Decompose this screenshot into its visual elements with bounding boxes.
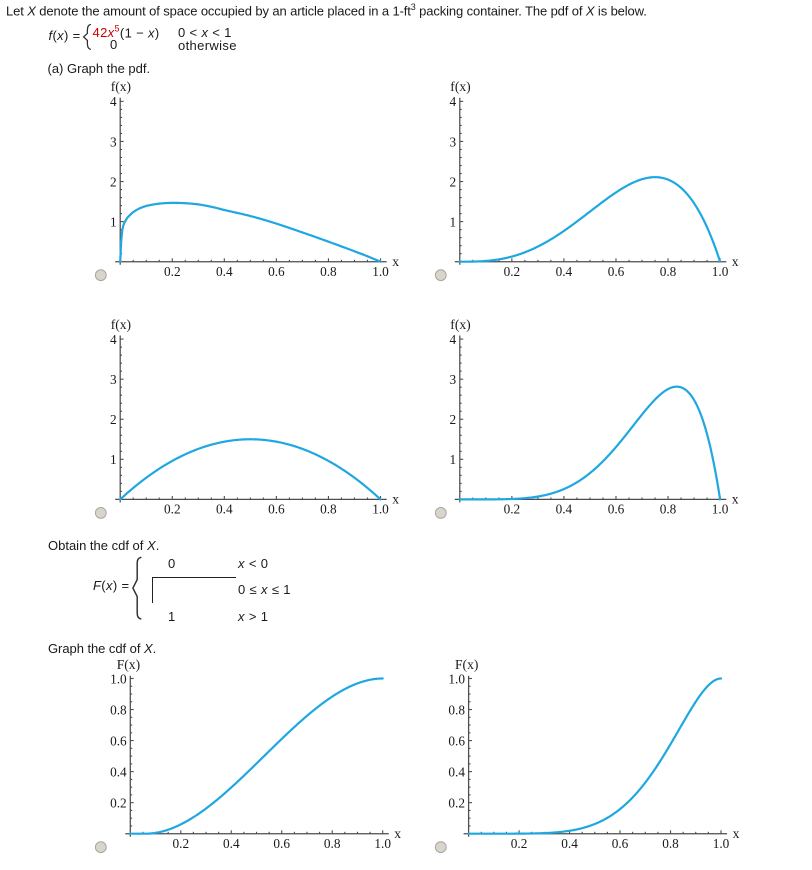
svg-text:2: 2 [450, 174, 457, 189]
svg-text:x: x [732, 492, 739, 507]
svg-text:0.8: 0.8 [448, 702, 465, 717]
svg-text:0.2: 0.2 [164, 502, 181, 517]
svg-text:F(x): F(x) [455, 657, 478, 673]
svg-text:x: x [732, 254, 739, 269]
svg-text:f(x): f(x) [111, 79, 131, 95]
svg-text:3: 3 [110, 372, 117, 387]
svg-text:x: x [733, 826, 740, 841]
svg-text:0.8: 0.8 [662, 836, 679, 851]
svg-text:4: 4 [450, 94, 457, 109]
svg-text:0.6: 0.6 [608, 264, 625, 279]
svg-text:0.6: 0.6 [268, 502, 285, 517]
svg-text:1.0: 1.0 [712, 264, 729, 279]
svg-text:1.0: 1.0 [374, 836, 391, 851]
svg-text:1: 1 [110, 452, 117, 467]
svg-text:f(x): f(x) [111, 317, 131, 333]
svg-text:0.2: 0.2 [172, 836, 189, 851]
svg-text:0.4: 0.4 [216, 502, 233, 517]
svg-text:0.6: 0.6 [273, 836, 290, 851]
svg-text:f(x): f(x) [450, 317, 470, 333]
svg-text:0.6: 0.6 [608, 502, 625, 517]
svg-text:4: 4 [110, 332, 117, 347]
svg-text:x: x [392, 254, 399, 269]
svg-text:0.8: 0.8 [110, 702, 127, 717]
svg-text:0.8: 0.8 [660, 502, 677, 517]
svg-text:4: 4 [110, 94, 117, 109]
svg-text:1.0: 1.0 [372, 264, 389, 279]
svg-text:1.0: 1.0 [713, 836, 730, 851]
svg-text:x: x [392, 492, 399, 507]
svg-text:0.4: 0.4 [110, 764, 127, 779]
svg-text:4: 4 [450, 332, 457, 347]
svg-text:f(x): f(x) [450, 79, 470, 95]
svg-text:0.6: 0.6 [448, 733, 465, 748]
svg-text:0.2: 0.2 [448, 795, 465, 810]
svg-text:0.2: 0.2 [504, 502, 521, 517]
svg-text:0.4: 0.4 [561, 836, 578, 851]
svg-text:1.0: 1.0 [448, 671, 465, 686]
svg-text:0.6: 0.6 [268, 264, 285, 279]
svg-text:0.2: 0.2 [110, 795, 127, 810]
svg-text:0.2: 0.2 [164, 264, 181, 279]
svg-text:2: 2 [110, 412, 117, 427]
svg-text:x: x [394, 826, 401, 841]
svg-text:1.0: 1.0 [712, 502, 729, 517]
svg-text:1: 1 [110, 214, 117, 229]
svg-text:0.8: 0.8 [324, 836, 341, 851]
svg-text:3: 3 [450, 372, 457, 387]
svg-text:0.4: 0.4 [556, 264, 573, 279]
svg-text:0.2: 0.2 [511, 836, 528, 851]
svg-text:1.0: 1.0 [372, 502, 389, 517]
svg-text:0.4: 0.4 [448, 764, 465, 779]
svg-text:0.2: 0.2 [504, 264, 521, 279]
svg-text:2: 2 [110, 174, 117, 189]
svg-text:1.0: 1.0 [110, 671, 127, 686]
svg-text:1: 1 [450, 214, 457, 229]
svg-text:0.4: 0.4 [223, 836, 240, 851]
svg-text:0.8: 0.8 [320, 502, 337, 517]
svg-text:3: 3 [110, 134, 117, 149]
svg-text:0.6: 0.6 [612, 836, 629, 851]
svg-text:0.8: 0.8 [660, 264, 677, 279]
svg-text:0.4: 0.4 [556, 502, 573, 517]
svg-text:0.6: 0.6 [110, 733, 127, 748]
svg-text:1: 1 [450, 452, 457, 467]
svg-text:0.8: 0.8 [320, 264, 337, 279]
svg-text:2: 2 [450, 412, 457, 427]
svg-text:F(x): F(x) [117, 657, 140, 673]
svg-text:3: 3 [450, 134, 457, 149]
svg-text:0.4: 0.4 [216, 264, 233, 279]
